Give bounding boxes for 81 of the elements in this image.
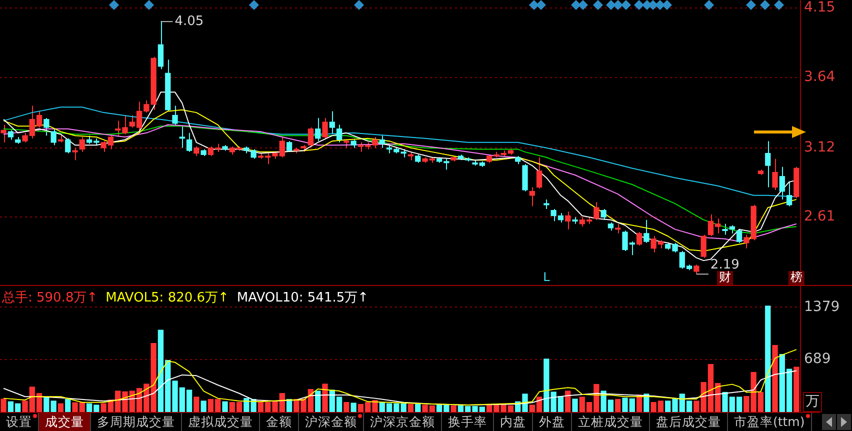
candlestick xyxy=(594,202,600,220)
candlestick xyxy=(329,110,335,135)
candlestick xyxy=(315,117,321,142)
candlestick xyxy=(636,232,642,246)
candlestick xyxy=(308,126,314,147)
bar xyxy=(194,396,200,412)
candlestick xyxy=(158,21,164,70)
text: 换手率 xyxy=(442,413,494,431)
bar xyxy=(772,344,778,412)
bar xyxy=(58,403,64,412)
text: 成交量 xyxy=(39,413,91,431)
annotation: 榜 xyxy=(790,270,802,284)
bar xyxy=(794,366,800,412)
candlestick xyxy=(615,223,621,234)
text: 内盘 xyxy=(494,413,533,431)
bar xyxy=(450,405,456,412)
bar xyxy=(415,404,421,412)
y-tick-label: 3.12 xyxy=(804,140,836,156)
bar xyxy=(350,402,356,412)
bar xyxy=(200,400,206,412)
candlestick xyxy=(600,208,606,220)
candlestick xyxy=(779,166,785,200)
text: 沪深京金额 xyxy=(364,413,442,431)
bar xyxy=(344,402,350,412)
y-axis-title: 万 xyxy=(806,394,820,410)
bar xyxy=(644,394,650,412)
annotation: 4.05 xyxy=(174,14,204,29)
candlestick xyxy=(79,136,85,152)
candlestick xyxy=(186,132,192,152)
bar xyxy=(615,398,621,412)
candlestick xyxy=(644,219,650,244)
candlestick xyxy=(772,158,778,190)
bar xyxy=(565,390,571,412)
bar xyxy=(765,306,771,412)
text: 多周期成交量 xyxy=(91,413,182,431)
candlestick xyxy=(379,135,385,148)
bar xyxy=(0,398,6,412)
text: 总手: 590.8万↑ xyxy=(1,290,98,306)
candlestick xyxy=(565,211,571,230)
bar xyxy=(65,398,71,412)
candlestick xyxy=(536,156,542,190)
y-tick-label: 1379 xyxy=(804,298,840,315)
candlestick xyxy=(736,228,742,244)
candlestick xyxy=(336,124,342,143)
candlestick xyxy=(44,117,50,136)
y-tick-label: 2.61 xyxy=(804,208,836,225)
bar xyxy=(222,401,228,412)
candlestick xyxy=(65,138,71,154)
candlestick xyxy=(72,147,78,161)
candlestick xyxy=(172,105,178,126)
text: MAVOL5: 820.6万↑ xyxy=(106,290,229,306)
candlestick xyxy=(786,181,792,207)
candlestick xyxy=(700,234,706,258)
candlestick xyxy=(529,186,535,207)
y-tick-label: 4.15 xyxy=(804,0,836,16)
candlestick xyxy=(50,128,56,146)
text: 盘后成交量 xyxy=(650,413,728,431)
text: 外盘 xyxy=(533,413,572,431)
candlestick xyxy=(8,130,14,140)
text: 设置 xyxy=(0,413,39,431)
text: 金额 xyxy=(260,413,299,431)
text: 市盈率(ttm) xyxy=(728,413,812,431)
candlestick xyxy=(194,146,200,157)
annotation: 财 xyxy=(719,270,731,284)
y-tick-label: 689 xyxy=(804,351,831,368)
annotation: L xyxy=(543,270,550,284)
candlestick xyxy=(544,198,550,210)
candlestick xyxy=(765,140,771,188)
candlestick xyxy=(322,117,328,139)
bar xyxy=(408,404,414,412)
text: MAVOL10: 541.5万↑ xyxy=(236,290,369,306)
bar xyxy=(322,384,328,412)
text: 立桩成交量 xyxy=(572,413,650,431)
text: 虚拟成交量 xyxy=(182,413,260,431)
candlestick xyxy=(0,124,6,143)
y-tick-label: 3.64 xyxy=(804,68,836,85)
bar xyxy=(572,398,578,412)
candlestick xyxy=(179,126,185,148)
text: 沪深金额 xyxy=(299,413,364,431)
bar xyxy=(315,390,321,412)
candlestick xyxy=(694,264,700,275)
